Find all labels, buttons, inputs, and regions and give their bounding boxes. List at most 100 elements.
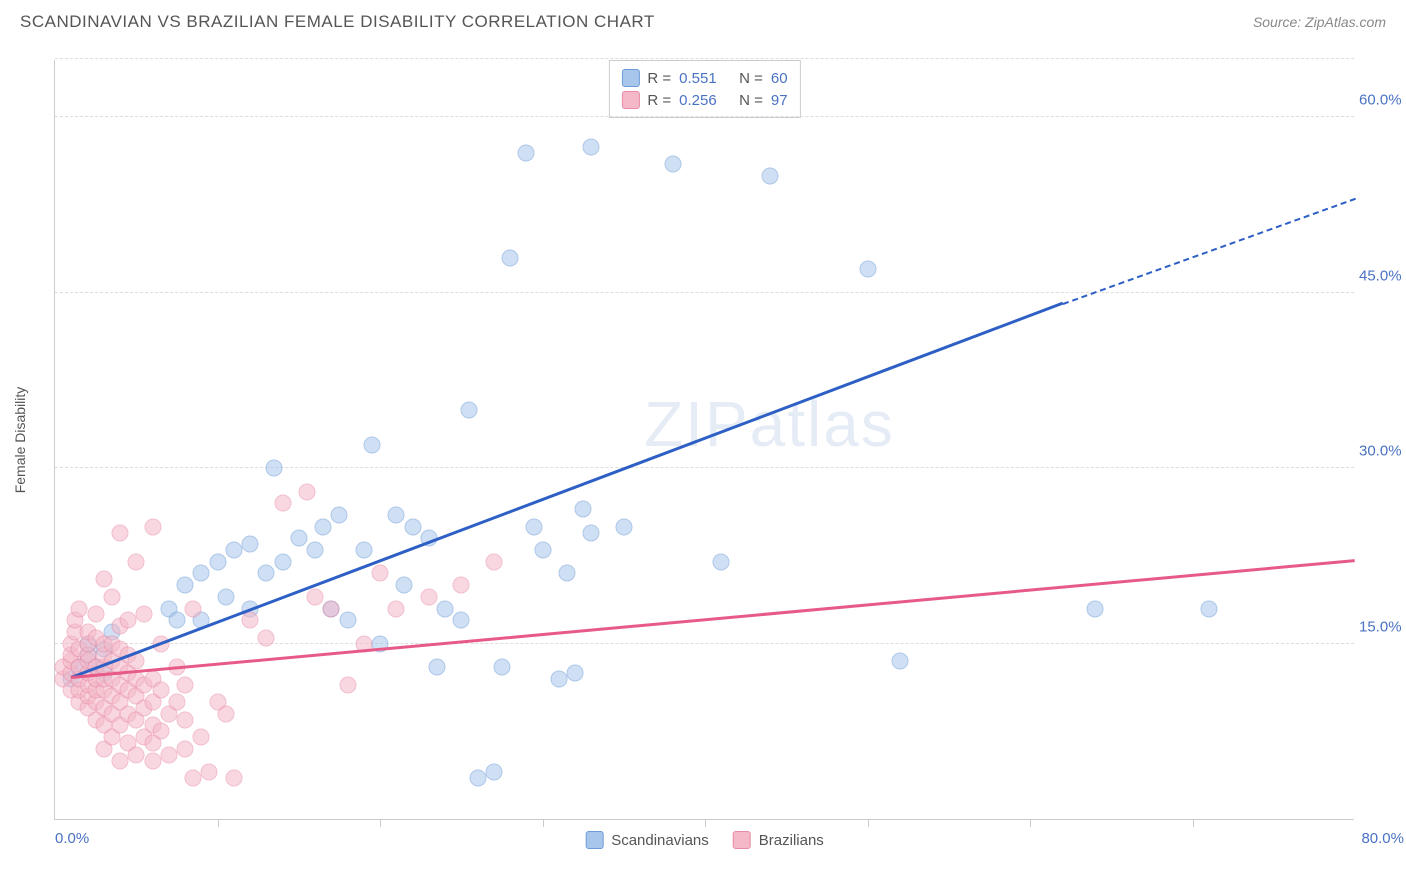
data-point: [388, 600, 405, 617]
data-point: [567, 664, 584, 681]
legend-n-label: N =: [739, 70, 763, 87]
data-point: [404, 518, 421, 535]
grid-line: [55, 467, 1354, 468]
correlation-legend: R =0.551N =60R =0.256N =97: [608, 60, 800, 118]
data-point: [112, 752, 129, 769]
data-point: [168, 612, 185, 629]
data-point: [225, 770, 242, 787]
data-point: [420, 588, 437, 605]
data-point: [274, 553, 291, 570]
grid-line: [55, 116, 1354, 117]
data-point: [892, 653, 909, 670]
y-tick-label: 15.0%: [1359, 618, 1406, 635]
series-legend: Scandinavians Brazilians: [585, 831, 824, 849]
data-point: [307, 542, 324, 559]
x-tick: [218, 819, 219, 827]
x-tick: [1193, 819, 1194, 827]
legend-row: R =0.256N =97: [621, 89, 787, 111]
legend-n-label: N =: [739, 92, 763, 109]
data-point: [144, 752, 161, 769]
data-point: [339, 676, 356, 693]
data-point: [469, 770, 486, 787]
data-point: [615, 518, 632, 535]
x-tick: [380, 819, 381, 827]
data-point: [177, 711, 194, 728]
data-point: [298, 483, 315, 500]
data-point: [128, 553, 145, 570]
data-point: [168, 694, 185, 711]
data-point: [307, 588, 324, 605]
legend-swatch: [621, 69, 639, 87]
data-point: [185, 770, 202, 787]
data-point: [323, 600, 340, 617]
data-point: [664, 156, 681, 173]
data-point: [201, 764, 218, 781]
x-max-label: 80.0%: [1361, 830, 1404, 847]
data-point: [266, 460, 283, 477]
data-point: [453, 577, 470, 594]
data-point: [388, 507, 405, 524]
legend-row: R =0.551N =60: [621, 67, 787, 89]
data-point: [461, 401, 478, 418]
x-tick: [705, 819, 706, 827]
data-point: [152, 723, 169, 740]
data-point: [177, 676, 194, 693]
data-point: [274, 495, 291, 512]
legend-item: Brazilians: [733, 831, 824, 849]
grid-line: [55, 58, 1354, 59]
legend-swatch: [585, 831, 603, 849]
data-point: [160, 746, 177, 763]
x-tick: [868, 819, 869, 827]
data-point: [193, 729, 210, 746]
data-point: [502, 249, 519, 266]
data-point: [120, 612, 137, 629]
data-point: [1087, 600, 1104, 617]
data-point: [396, 577, 413, 594]
legend-label: Scandinavians: [611, 832, 709, 849]
x-tick: [1030, 819, 1031, 827]
data-point: [152, 682, 169, 699]
data-point: [859, 261, 876, 278]
data-point: [177, 740, 194, 757]
y-tick-label: 45.0%: [1359, 267, 1406, 284]
data-point: [136, 606, 153, 623]
legend-r-label: R =: [647, 92, 671, 109]
legend-swatch: [733, 831, 751, 849]
data-point: [193, 565, 210, 582]
chart-title: SCANDINAVIAN VS BRAZILIAN FEMALE DISABIL…: [20, 12, 655, 32]
legend-label: Brazilians: [759, 832, 824, 849]
data-point: [1200, 600, 1217, 617]
data-point: [583, 138, 600, 155]
data-point: [103, 588, 120, 605]
data-point: [242, 612, 259, 629]
data-point: [762, 167, 779, 184]
data-point: [112, 524, 129, 541]
data-point: [144, 518, 161, 535]
data-point: [713, 553, 730, 570]
legend-swatch: [621, 91, 639, 109]
data-point: [575, 501, 592, 518]
data-point: [558, 565, 575, 582]
data-point: [437, 600, 454, 617]
data-point: [217, 705, 234, 722]
data-point: [363, 436, 380, 453]
data-point: [209, 553, 226, 570]
watermark: ZIPatlas: [644, 387, 895, 461]
data-point: [177, 577, 194, 594]
data-point: [485, 553, 502, 570]
data-point: [583, 524, 600, 541]
trend-line: [71, 302, 1063, 678]
legend-r-label: R =: [647, 70, 671, 87]
data-point: [355, 542, 372, 559]
data-point: [550, 670, 567, 687]
legend-r-value: 0.256: [679, 92, 731, 109]
data-point: [258, 565, 275, 582]
legend-item: Scandinavians: [585, 831, 709, 849]
data-point: [185, 600, 202, 617]
data-point: [258, 629, 275, 646]
data-point: [331, 507, 348, 524]
data-point: [372, 565, 389, 582]
source-attribution: Source: ZipAtlas.com: [1253, 14, 1386, 30]
y-tick-label: 30.0%: [1359, 443, 1406, 460]
data-point: [518, 144, 535, 161]
